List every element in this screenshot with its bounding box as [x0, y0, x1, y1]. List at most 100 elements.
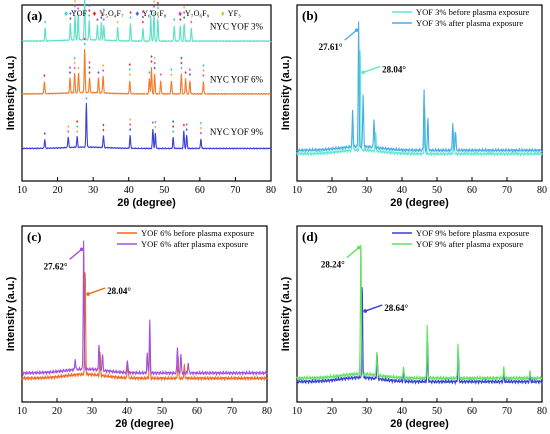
phase-marker: ♦ — [142, 20, 145, 25]
phase-marker: ♦ — [129, 73, 132, 78]
x-tick-label: 20 — [327, 406, 337, 417]
phase-marker: ♦ — [185, 123, 188, 128]
phase-marker: ♦ — [154, 126, 157, 131]
phase-marker: ♦ — [200, 126, 203, 131]
phase-marker: ♦ — [159, 73, 162, 78]
series-line — [296, 21, 543, 154]
plot-frame — [296, 225, 543, 403]
phase-marker: ♦ — [153, 0, 156, 5]
phase-marker: ♦ — [202, 64, 205, 69]
phase-marker: ♦ — [67, 125, 70, 130]
phase-marker: ♦ — [172, 125, 175, 130]
legend-label: YOF 9% after plasma exposure — [416, 239, 523, 249]
x-tick-label: 80 — [266, 185, 276, 196]
x-tick-label: 40 — [397, 406, 407, 417]
legend-marker: ♦ — [135, 9, 139, 18]
x-tick-label: 40 — [124, 185, 134, 196]
series-line — [296, 244, 543, 382]
x-tick-label: 20 — [52, 406, 62, 417]
phase-marker: ♦ — [44, 20, 47, 25]
phase-marker: ♦ — [202, 69, 205, 74]
phase-marker: ♦ — [149, 9, 152, 14]
phase-marker: ♦ — [103, 18, 106, 23]
x-axis-label: 2θ (degree) — [115, 418, 174, 430]
phase-marker: ♦ — [150, 60, 153, 65]
x-tick-label: 10 — [17, 185, 27, 196]
phase-marker: ♦ — [189, 73, 192, 78]
chart-panel: 10 20 30 40 50 60 70 80 2θ (degree) Intensity (a.… — [5, 0, 276, 209]
annotation-arrow-head — [354, 28, 359, 32]
phase-marker: ♦ — [76, 125, 79, 130]
phase-marker: ♦ — [173, 18, 176, 23]
x-tick-label: 80 — [537, 406, 547, 417]
phase-marker: ♦ — [153, 67, 156, 72]
series-label: NYC YOF 6% — [210, 74, 264, 84]
phase-marker: ♦ — [185, 128, 188, 133]
annotation-arrow — [87, 287, 106, 295]
phase-marker: ♦ — [83, 37, 86, 42]
x-axis-label: 2θ (degree) — [117, 197, 176, 209]
legend-label: Y₆O₅F₈ — [142, 9, 167, 18]
legend-label: YF₃ — [228, 9, 241, 18]
phase-marker: ♦ — [153, 57, 156, 62]
x-tick-label: 70 — [230, 185, 240, 196]
legend-label: YOF 3% after plasma exposure — [416, 18, 523, 28]
phase-marker: ♦ — [129, 123, 132, 128]
x-tick-label: 40 — [397, 185, 407, 196]
phase-marker: ♦ — [69, 17, 72, 22]
phase-marker: ♦ — [69, 71, 72, 76]
phase-marker: ♦ — [157, 2, 160, 7]
annotation-arrow-head — [361, 70, 365, 75]
phase-marker: ♦ — [170, 68, 173, 73]
annotation-arrow-head — [86, 292, 90, 296]
series-line — [21, 240, 268, 377]
panel-label: (d) — [302, 229, 318, 244]
series-line — [21, 0, 272, 43]
phase-marker: ♦ — [154, 121, 157, 126]
annotation-arrow-head — [363, 309, 368, 313]
phase-marker: ♦ — [180, 67, 183, 72]
phase-marker: ♦ — [100, 11, 103, 16]
legend-marker: ♦ — [178, 9, 182, 18]
phase-marker: ♦ — [77, 7, 80, 12]
phase-marker: ♦ — [43, 132, 46, 137]
phase-marker: ♦ — [103, 13, 106, 18]
annotation-arrow — [344, 29, 358, 41]
phase-marker: ♦ — [74, 4, 77, 9]
phase-marker: ♦ — [102, 129, 105, 134]
x-tick-label: 80 — [537, 185, 547, 196]
phase-marker: ♦ — [180, 62, 183, 67]
annotation-arrow — [362, 65, 381, 74]
legend-marker: ♦ — [64, 9, 68, 18]
legend-label: YOF 6% before plasma exposure — [141, 228, 255, 238]
phase-marker: ♦ — [183, 6, 186, 11]
phase-marker: ♦ — [180, 57, 183, 62]
x-axis-label: 2θ (degree) — [390, 197, 449, 209]
annotation-arrow-head — [357, 245, 361, 250]
peak-annotation: 28.04° — [382, 64, 406, 74]
legend-label: YOF — [71, 9, 88, 18]
annotation-arrow — [346, 247, 360, 259]
legend-marker: ♦ — [221, 9, 225, 18]
phase-marker: ♦ — [43, 74, 46, 79]
phase-marker: ♦ — [157, 12, 160, 17]
series-line — [21, 49, 272, 96]
x-tick-label: 10 — [292, 185, 302, 196]
y-axis-label: Intensity (a.u.) — [5, 55, 17, 130]
y-axis-label: Intensity (a.u.) — [280, 55, 292, 130]
x-tick-label: 70 — [502, 406, 512, 417]
x-tick-label: 50 — [432, 406, 442, 417]
phase-marker: ♦ — [102, 69, 105, 74]
phase-marker: ♦ — [153, 5, 156, 10]
series-line — [21, 102, 272, 150]
y-axis-label: Intensity (a.u.) — [280, 276, 292, 351]
panel-label: (b) — [302, 8, 318, 23]
phase-marker: ♦ — [129, 63, 132, 68]
legend-label: Y₇O₆F₉ — [185, 9, 210, 18]
phase-marker: ♦ — [96, 18, 99, 23]
phase-marker: ♦ — [88, 61, 91, 66]
phase-marker: ♦ — [202, 74, 205, 79]
phase-marker: ♦ — [153, 62, 156, 67]
x-tick-label: 60 — [467, 406, 477, 417]
phase-marker: ♦ — [67, 130, 70, 135]
